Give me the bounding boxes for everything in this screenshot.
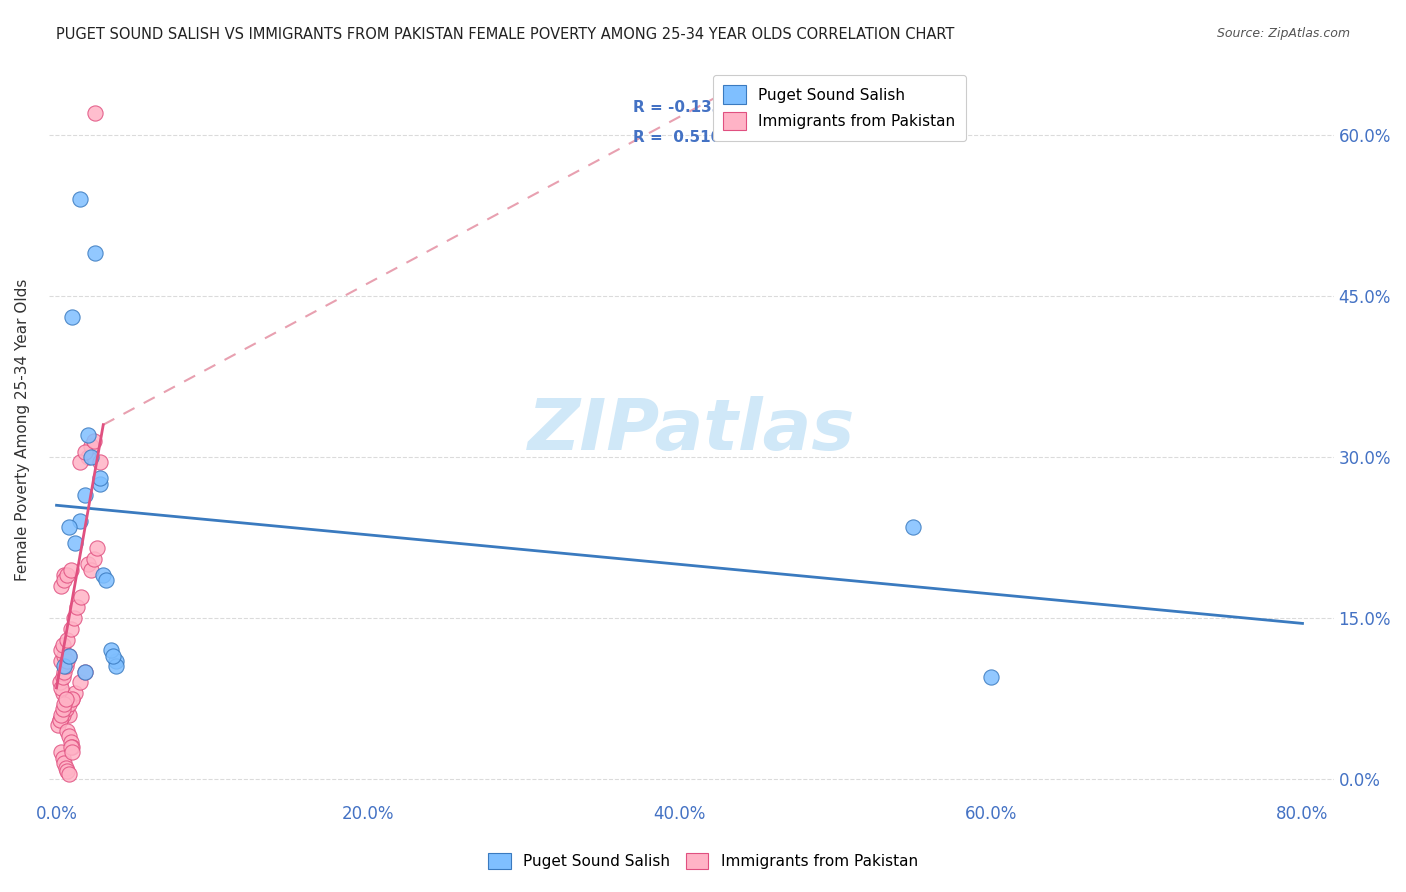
Point	[48, 713, 70, 727]
Point	[58, 648, 80, 663]
Legend: Puget Sound Salish, Immigrants from Pakistan: Puget Sound Salish, Immigrants from Paki…	[713, 75, 966, 141]
Point	[76, 450, 98, 464]
Point	[48, 675, 70, 690]
Point	[73, 665, 96, 679]
Point	[52, 750, 75, 764]
Point	[83, 434, 105, 448]
Point	[89, 476, 111, 491]
Point	[89, 455, 111, 469]
Point	[56, 764, 79, 778]
Point	[53, 665, 76, 679]
Point	[84, 106, 107, 120]
Point	[96, 574, 118, 588]
Point	[73, 665, 96, 679]
Point	[76, 558, 98, 572]
Point	[46, 718, 69, 732]
Point	[60, 739, 83, 754]
Point	[51, 654, 73, 668]
Point	[52, 686, 75, 700]
Point	[65, 686, 87, 700]
Y-axis label: Female Poverty Among 25-34 Year Olds: Female Poverty Among 25-34 Year Olds	[15, 279, 30, 582]
Point	[58, 707, 80, 722]
Point	[70, 590, 93, 604]
Point	[52, 707, 75, 722]
Point	[59, 622, 82, 636]
Point	[53, 574, 76, 588]
Text: R =  0.510   N = 62: R = 0.510 N = 62	[633, 130, 794, 145]
Point	[56, 723, 79, 738]
Point	[55, 702, 77, 716]
Point	[53, 648, 76, 663]
Point	[89, 471, 111, 485]
Text: PUGET SOUND SALISH VS IMMIGRANTS FROM PAKISTAN FEMALE POVERTY AMONG 25-34 YEAR O: PUGET SOUND SALISH VS IMMIGRANTS FROM PA…	[56, 27, 955, 42]
Point	[48, 713, 70, 727]
Point	[52, 638, 75, 652]
Point	[51, 745, 73, 759]
Point	[60, 691, 83, 706]
Point	[60, 691, 83, 706]
Point	[59, 739, 82, 754]
Point	[51, 579, 73, 593]
Text: R = -0.133   N = 22: R = -0.133 N = 22	[633, 100, 796, 115]
Point	[58, 520, 80, 534]
Point	[56, 654, 79, 668]
Point	[56, 568, 79, 582]
Point	[69, 675, 91, 690]
Point	[53, 659, 76, 673]
Point	[59, 734, 82, 748]
Point	[84, 246, 107, 260]
Point	[55, 702, 77, 716]
Point	[104, 654, 127, 668]
Point	[60, 745, 83, 759]
Point	[59, 563, 82, 577]
Point	[51, 707, 73, 722]
Point	[60, 310, 83, 325]
Point	[73, 444, 96, 458]
Point	[980, 670, 1002, 684]
Point	[101, 648, 124, 663]
Point	[86, 541, 108, 556]
Point	[62, 611, 84, 625]
Point	[83, 552, 105, 566]
Text: Source: ZipAtlas.com: Source: ZipAtlas.com	[1216, 27, 1350, 40]
Point	[58, 697, 80, 711]
Point	[53, 568, 76, 582]
Point	[55, 761, 77, 775]
Point	[73, 487, 96, 501]
Point	[66, 600, 89, 615]
Point	[55, 659, 77, 673]
Point	[52, 670, 75, 684]
Point	[65, 536, 87, 550]
Point	[56, 632, 79, 647]
Point	[69, 455, 91, 469]
Point	[53, 697, 76, 711]
Point	[55, 691, 77, 706]
Point	[901, 520, 924, 534]
Legend: Puget Sound Salish, Immigrants from Pakistan: Puget Sound Salish, Immigrants from Paki…	[482, 847, 924, 875]
Point	[91, 568, 114, 582]
Point	[76, 428, 98, 442]
Point	[58, 648, 80, 663]
Point	[104, 659, 127, 673]
Point	[80, 450, 103, 464]
Point	[58, 766, 80, 780]
Point	[51, 681, 73, 695]
Point	[100, 643, 122, 657]
Point	[51, 643, 73, 657]
Point	[80, 563, 103, 577]
Text: ZIPatlas: ZIPatlas	[527, 396, 855, 465]
Point	[80, 439, 103, 453]
Point	[58, 729, 80, 743]
Point	[69, 515, 91, 529]
Point	[52, 702, 75, 716]
Point	[53, 756, 76, 770]
Point	[69, 192, 91, 206]
